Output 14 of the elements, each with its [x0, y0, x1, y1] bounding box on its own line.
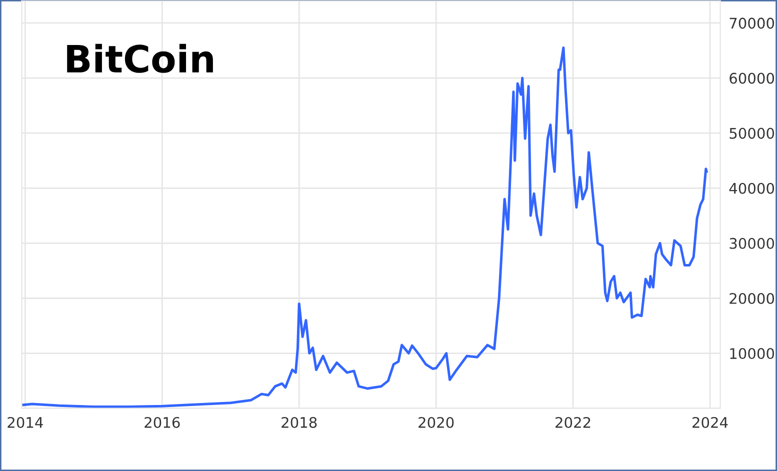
text: BitCoin	[67, 44, 213, 73]
x-tick-label: 2022	[556, 416, 590, 428]
y-tick-label: 50000	[730, 128, 774, 139]
x-tick-label: 2014	[8, 416, 43, 428]
y-tick-label: 40000	[729, 182, 774, 194]
x-tick-label: 2018	[282, 416, 317, 428]
y-tick-label: 20000	[730, 292, 774, 304]
y-tick-label: 10000	[730, 348, 774, 360]
x-tick-label: 2020	[418, 416, 454, 428]
x-tick-label: 2024	[692, 416, 728, 428]
y-tick-label: 60000	[730, 72, 774, 84]
x-tick-label: 2016	[144, 416, 180, 428]
y-tick-label: 30000	[730, 238, 774, 249]
y-tick-label: 70000	[730, 18, 774, 29]
